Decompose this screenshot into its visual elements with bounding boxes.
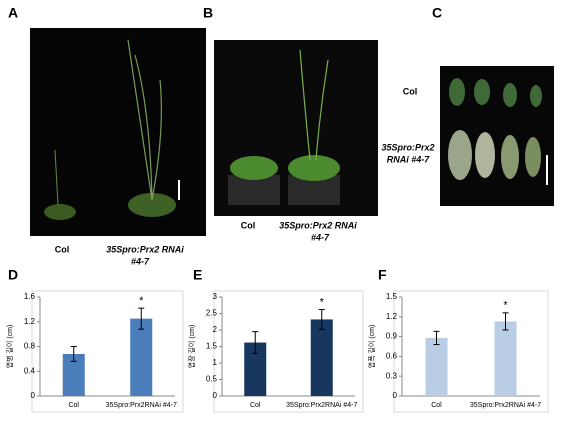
x-tick-label: Col [68,402,79,409]
y-tick-label: 0.9 [386,332,398,341]
plot-frame [213,290,364,413]
photo-b [214,40,378,216]
caption: Col [241,220,256,230]
y-tick-label: 0.3 [386,371,398,380]
x-tick-label: Col [250,402,261,409]
y-tick-label: 0 [393,391,398,400]
plot-frame [393,290,549,413]
y-axis-label: 엽폭 길이 (cm) [367,325,376,369]
y-tick-label: 2.5 [206,309,218,318]
x-tick-label: 35Spro:Prx2RNAi #4-7 [470,402,541,409]
panel-label: B [203,5,213,21]
y-tick-label: 0.6 [386,352,398,361]
caption: RNAi #4-7 [387,154,431,164]
annotation: * [139,295,144,307]
x-tick-label: 35Spro:Prx2RNAi #4-7 [106,402,177,409]
y-axis-label: 엽병 길이 (cm) [5,325,14,369]
y-tick-label: 0.8 [24,342,36,351]
panel-label: D [8,267,18,283]
y-tick-label: 1.6 [24,292,36,301]
y-tick-label: 1.5 [386,292,398,301]
bar [425,337,448,396]
bar [494,321,517,396]
panel-label: C [432,5,442,21]
caption: 35Spro:Prx2 RNAi [279,220,357,230]
y-tick-label: 0 [213,391,218,400]
caption: #4-7 [131,256,150,266]
y-axis-label: 엽장 길이 (cm) [187,325,196,369]
annotation: * [503,300,508,312]
caption: #4-7 [311,232,330,242]
y-tick-label: 0 [31,391,36,400]
panel-label: E [193,267,202,283]
annotation: * [320,296,325,308]
panel-label: F [378,267,387,283]
y-tick-label: 0.4 [24,366,36,375]
panel-label: A [8,5,18,21]
y-tick-label: 1.2 [386,312,398,321]
bar [62,353,85,396]
x-tick-label: 35Spro:Prx2RNAi #4-7 [286,402,357,409]
photo-a [30,28,206,236]
y-tick-label: 1 [213,358,218,367]
y-tick-label: 1.5 [206,342,218,351]
bar [310,319,333,396]
y-tick-label: 2 [213,325,218,334]
caption: 35Spro:Prx2 [381,142,434,152]
bar [130,318,153,396]
photo-c [440,66,554,206]
caption: Col [403,86,418,96]
plot-frame [31,290,184,413]
y-tick-label: 0.5 [206,375,218,384]
caption: 35Spro:Prx2 RNAi [106,244,184,254]
bar [244,342,267,396]
y-tick-label: 3 [213,292,218,301]
x-tick-label: Col [431,402,442,409]
caption: Col [55,244,70,254]
y-tick-label: 1.2 [24,317,36,326]
